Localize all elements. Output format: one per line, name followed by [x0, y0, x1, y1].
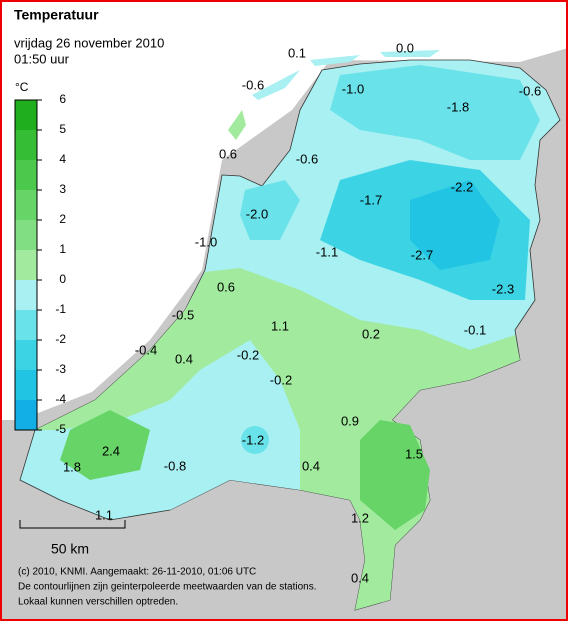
legend-band — [15, 220, 37, 250]
island — [228, 110, 246, 140]
cold-region — [330, 65, 540, 160]
station-value: -2.2 — [451, 179, 473, 194]
station-value: 0.1 — [288, 45, 306, 60]
legend-tick-label: 3 — [59, 182, 66, 196]
station-value: 0.2 — [362, 326, 380, 341]
legend-band — [15, 190, 37, 220]
island — [252, 70, 300, 100]
station-value: -0.2 — [237, 347, 259, 362]
station-value: -0.1 — [464, 322, 486, 337]
footer-line: (c) 2010, KNMI. Aangemaakt: 26-11-2010, … — [18, 567, 256, 578]
station-value: -0.2 — [270, 372, 292, 387]
legend-band — [15, 280, 37, 310]
station-value: 0.4 — [351, 570, 369, 585]
station-value: 1.8 — [63, 459, 81, 474]
island — [310, 55, 360, 66]
warm-core — [360, 420, 430, 530]
scale-line — [19, 520, 126, 529]
station-value: -0.4 — [135, 342, 157, 357]
date: vrijdag 26 november 2010 — [14, 35, 164, 50]
station-value: -1.2 — [242, 432, 264, 447]
station-value: 1.5 — [405, 446, 423, 461]
legend-tick-label: -3 — [55, 362, 66, 376]
legend-border — [14, 99, 38, 431]
legend-band — [15, 340, 37, 370]
time: 01:50 uur — [14, 51, 70, 66]
legend-tick-label: 6 — [59, 92, 66, 106]
station-value: -0.6 — [519, 83, 541, 98]
station-value: -2.0 — [246, 206, 268, 221]
station-value: 0.4 — [175, 351, 193, 366]
legend-tick-label: 0 — [59, 272, 66, 286]
station-value: 1.1 — [271, 318, 289, 333]
station-value: -1.0 — [342, 81, 364, 96]
station-value: -1.0 — [195, 234, 217, 249]
title: Temperatuur — [14, 7, 99, 23]
station-value: -0.6 — [242, 77, 264, 92]
station-value: 1.1 — [95, 507, 113, 522]
island — [380, 50, 440, 57]
station-value: -2.7 — [411, 247, 433, 262]
legend-band — [15, 310, 37, 340]
station-value: -1.8 — [447, 99, 469, 114]
legend-tick-label: 5 — [59, 122, 66, 136]
station-value: 0.9 — [341, 413, 359, 428]
legend: 6 5 4 3 2 1 0 -1 -2 -3 -4 -5 — [14, 92, 66, 436]
station-value: -2.3 — [492, 281, 514, 296]
sea — [0, 0, 568, 420]
header: Temperatuur vrijdag 26 november 2010 01:… — [14, 7, 164, 67]
station-value: -0.6 — [296, 151, 318, 166]
station-value: 0.6 — [217, 279, 235, 294]
legend-band — [15, 100, 37, 130]
legend-band — [15, 130, 37, 160]
footer-line: Lokaal kunnen verschillen optreden. — [18, 597, 178, 608]
legend-unit: °C — [15, 80, 29, 94]
legend-tick-label: -5 — [55, 422, 66, 436]
footer-line: De contourlijnen zijn geinterpoleerde me… — [18, 582, 317, 593]
station-value: 1.2 — [351, 510, 369, 525]
scale-label: 50 km — [51, 541, 89, 557]
station-value: -1.1 — [316, 244, 338, 259]
cold-lake — [240, 180, 300, 240]
legend-tick-label: -1 — [55, 302, 66, 316]
legend-band — [15, 370, 37, 400]
legend-band — [15, 160, 37, 190]
station-value: 0.0 — [396, 40, 414, 55]
station-value: 0.6 — [219, 146, 237, 161]
legend-tick-label: -4 — [55, 392, 66, 406]
legend-band — [15, 250, 37, 280]
stations: 0.1 0.0 -0.6 -1.0 -1.8 -0.6 0.6 -0.6 -1.7 -2.2 -2.… — [63, 40, 541, 585]
cool-region — [160, 345, 300, 510]
station-value: 0.4 — [302, 458, 320, 473]
station-value: 2.4 — [102, 443, 120, 458]
legend-tick-label: 1 — [59, 242, 66, 256]
legend-tick-label: 2 — [59, 212, 66, 226]
legend-band — [15, 400, 37, 430]
legend-tick-label: -2 — [55, 332, 66, 346]
station-value: -0.8 — [164, 458, 186, 473]
cold-spot — [241, 426, 269, 454]
cold-core — [410, 180, 500, 270]
legend-tick-label: 4 — [59, 152, 66, 166]
station-value: -1.7 — [360, 192, 382, 207]
scale-bar: 50 km — [19, 520, 126, 557]
station-value: -0.5 — [172, 307, 194, 322]
warm-core — [60, 410, 150, 480]
